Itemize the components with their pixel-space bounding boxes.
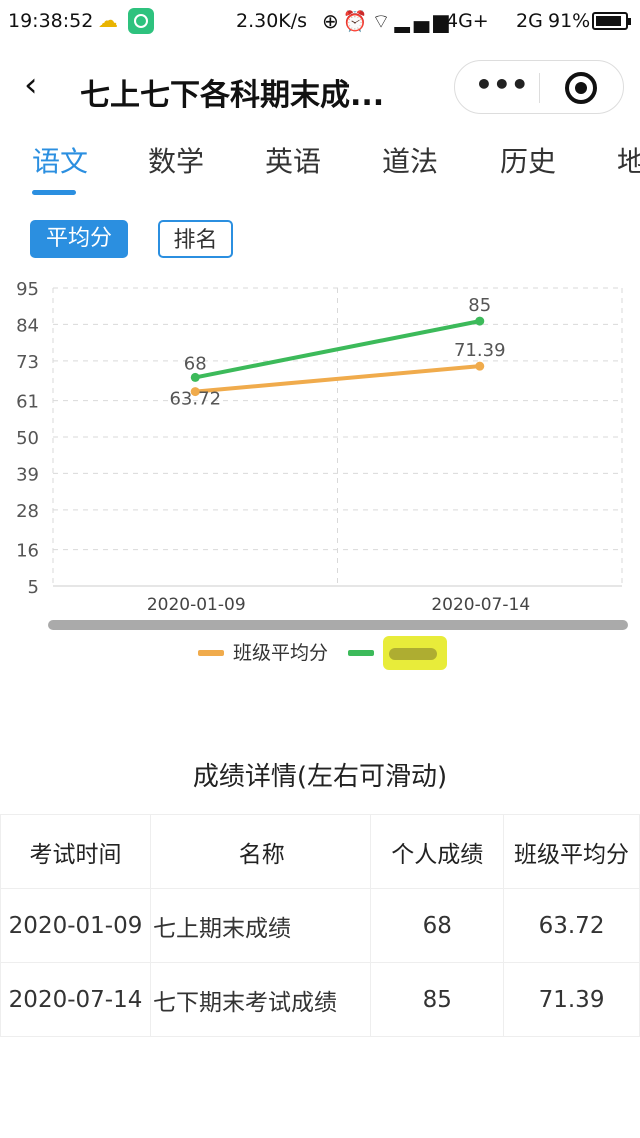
tab-geography[interactable]: 地: [617, 145, 640, 178]
y-tick-label: 61: [16, 392, 39, 413]
tab-math[interactable]: 数学: [148, 145, 205, 178]
battery-percent: 91%: [548, 10, 591, 32]
cloud-icon: ☁: [98, 8, 118, 32]
legend-label-redacted[interactable]: [383, 636, 447, 670]
tab-morality-law[interactable]: 道法: [382, 145, 439, 178]
table-row: 2020-01-09 七上期末成绩 68 63.72: [0, 888, 640, 963]
cell-personal-score: 68: [370, 888, 505, 963]
mini-program-capsule: •••: [454, 60, 624, 114]
legend-label-class-average[interactable]: 班级平均分: [233, 642, 329, 664]
score-line-chart: 95 84 73 61 50 39 28 16 5 2020-01-09 2020-07-14 63.…: [16, 279, 628, 630]
capsule-divider: [539, 73, 540, 103]
y-tick-label: 39: [16, 464, 39, 485]
active-tab-indicator: [32, 190, 76, 195]
data-point: [190, 387, 200, 397]
network-type-1: 4G+: [446, 10, 489, 32]
average-toggle-button[interactable]: 平均分: [30, 220, 128, 258]
header-personal-score: 个人成绩: [370, 814, 505, 889]
cell-class-average: 71.39: [503, 962, 640, 1037]
sync-icon: ⊕: [322, 9, 343, 33]
chart-scrollbar: [48, 620, 628, 630]
x-tick-label: 2020-07-14: [431, 595, 530, 615]
clock: 19:38:52: [8, 10, 94, 32]
cell-class-average: 63.72: [503, 888, 640, 963]
data-label: 68: [184, 353, 207, 374]
signal-icon: ▂▄▆: [394, 9, 453, 33]
y-tick-label: 84: [16, 315, 39, 336]
legend-swatch-personal[interactable]: [348, 650, 374, 656]
y-tick-label: 95: [16, 279, 39, 300]
tab-history[interactable]: 历史: [500, 145, 557, 178]
network-speed: 2.30K/s: [236, 10, 308, 32]
table-header-row: 考试时间 名称 个人成绩 班级平均分: [0, 814, 640, 889]
header-exam-name: 名称: [150, 814, 372, 889]
y-tick-label: 5: [28, 577, 39, 598]
subject-tabs: 语文 数学 英语 道法 历史 地: [0, 140, 640, 200]
cell-personal-score: 85: [370, 962, 505, 1037]
y-tick-label: 50: [16, 428, 39, 449]
target-close-icon[interactable]: [565, 72, 597, 104]
network-type-2: 2G: [516, 10, 543, 32]
data-label: 71.39: [454, 340, 506, 361]
details-title: 成绩详情(左右可滑动): [192, 762, 448, 792]
back-arrow-icon[interactable]: ‹: [24, 65, 38, 105]
y-tick-label: 28: [16, 501, 39, 522]
battery-icon: [592, 12, 631, 30]
system-icons: ⊕⏰⌔▂▄▆: [322, 9, 453, 34]
app-notification-icon: [128, 8, 154, 34]
data-point: [190, 372, 200, 382]
score-details-table: 考试时间 名称 个人成绩 班级平均分 2020-01-09 七上期末成绩 68 …: [0, 814, 640, 1037]
header-class-average: 班级平均分: [503, 814, 640, 889]
data-point: [475, 316, 485, 326]
x-tick-label: 2020-01-09: [147, 595, 246, 615]
data-point: [475, 361, 485, 371]
page-title: 七上七下各科期末成...: [80, 78, 385, 113]
series-line: [195, 364, 480, 394]
cell-exam-name: 七上期末成绩: [150, 888, 372, 963]
title-bar: ‹ 七上七下各科期末成... •••: [0, 52, 640, 122]
status-bar: 19:38:52 ☁ 2.30K/s ⊕⏰⌔▂▄▆ 4G+ 2G 91%: [0, 0, 640, 44]
alarm-icon: ⏰: [342, 9, 372, 33]
chart-legend: 班级平均分: [0, 636, 640, 676]
cell-exam-name: 七下期末考试成绩: [150, 962, 372, 1037]
more-dots-icon[interactable]: •••: [475, 68, 529, 101]
header-exam-date: 考试时间: [0, 814, 152, 889]
wifi-icon: ⌔: [371, 9, 395, 33]
legend-swatch-class-average[interactable]: [198, 650, 224, 656]
rank-toggle-button[interactable]: 排名: [158, 220, 233, 258]
y-tick-label: 73: [16, 352, 39, 373]
series-line: [194, 319, 481, 380]
table-row: 2020-07-14 七下期末考试成绩 85 71.39: [0, 962, 640, 1037]
cell-exam-date: 2020-01-09: [0, 888, 152, 963]
data-label: 85: [468, 295, 491, 316]
y-tick-label: 16: [16, 541, 39, 562]
cell-exam-date: 2020-07-14: [0, 962, 152, 1037]
tab-english[interactable]: 英语: [265, 145, 322, 178]
data-label: 63.72: [169, 389, 221, 410]
tab-chinese[interactable]: 语文: [32, 145, 89, 178]
